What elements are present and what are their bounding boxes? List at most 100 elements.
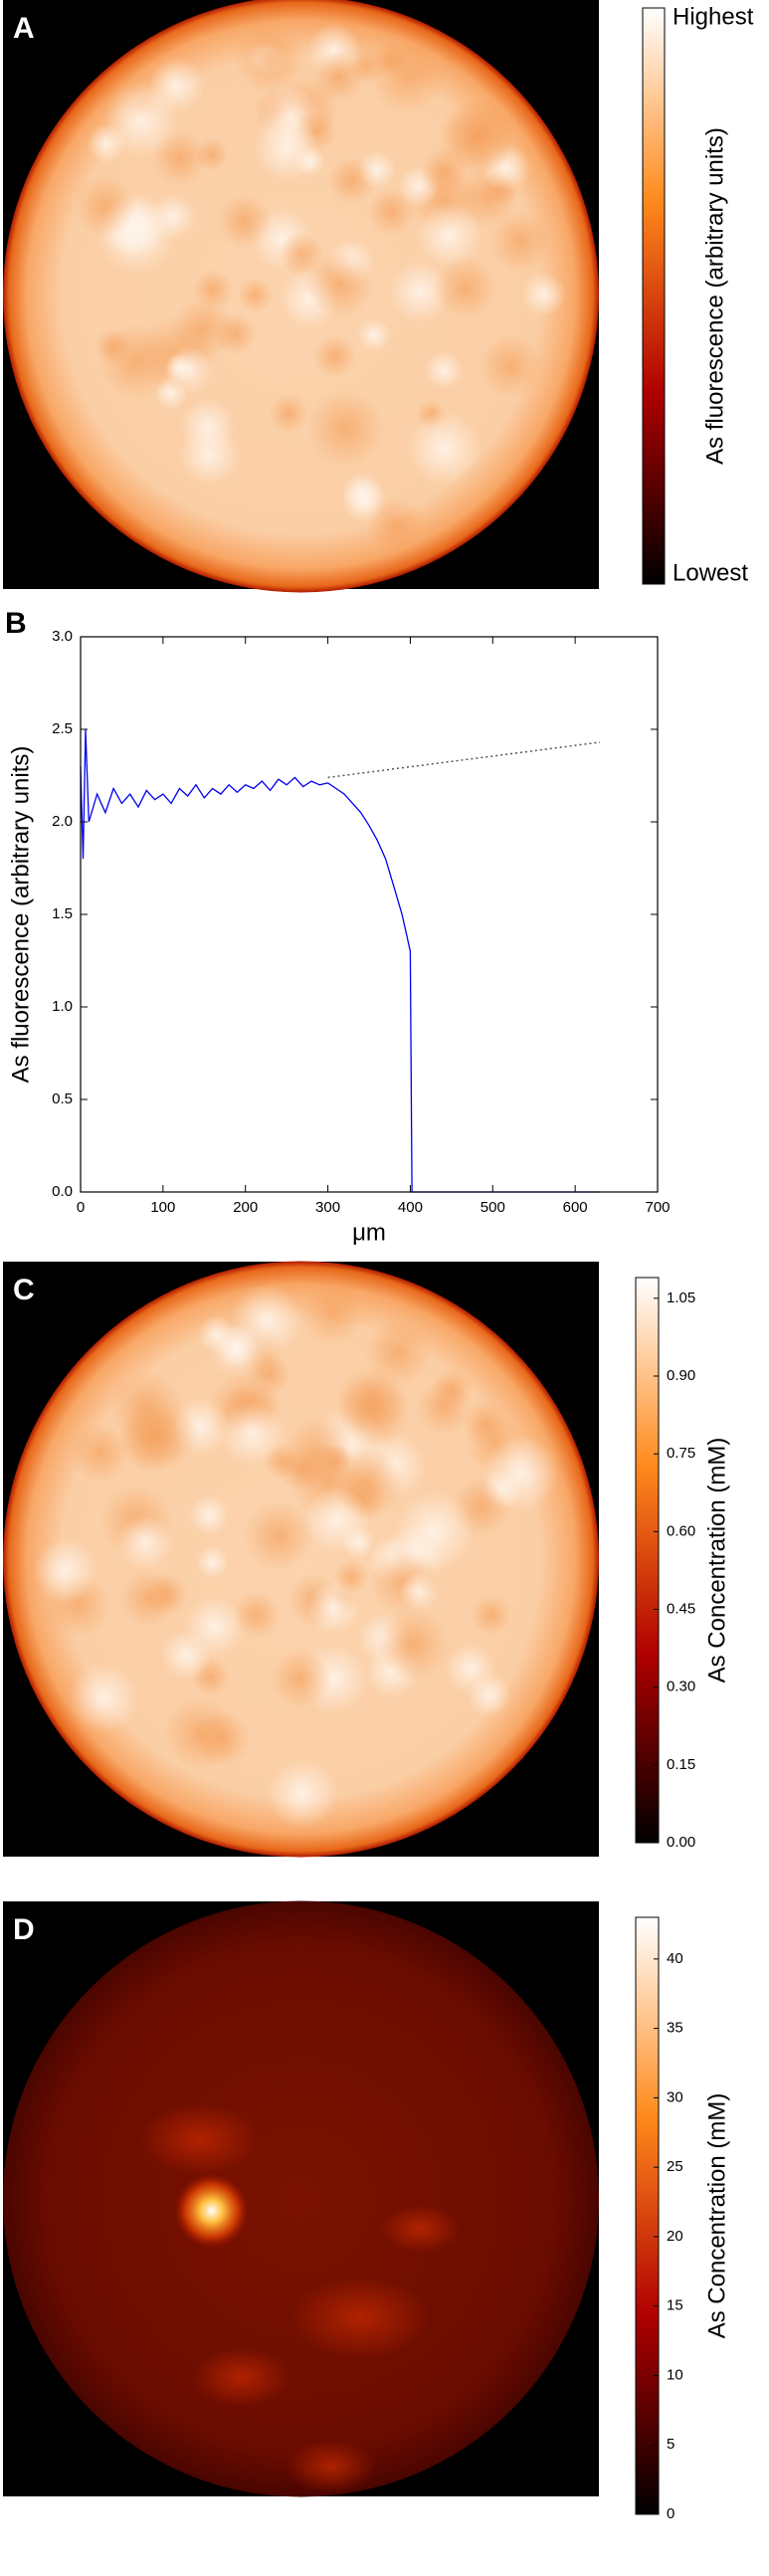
- texture: [69, 1663, 139, 1733]
- texture: [290, 2276, 431, 2360]
- texture: [243, 1500, 314, 1572]
- y-axis-label: As fluorescence (arbitrary units): [7, 746, 34, 1084]
- texture: [286, 2440, 376, 2494]
- texture: [73, 174, 136, 238]
- colorbar-top-label: Highest: [673, 3, 754, 30]
- data-line: [80, 728, 600, 1193]
- sample-disk: [3, 1900, 599, 2497]
- x-tick-label: 600: [563, 1199, 588, 1216]
- panel-label: A: [13, 12, 35, 45]
- texture: [219, 1400, 286, 1466]
- texture: [233, 22, 306, 95]
- colorbar-label: As fluorescence (arbitrary units): [701, 127, 728, 465]
- texture: [33, 1538, 97, 1603]
- texture: [406, 411, 481, 486]
- colorbar-tick-label: 5: [667, 2436, 674, 2453]
- texture: [306, 1580, 361, 1635]
- x-tick-label: 700: [645, 1199, 670, 1216]
- texture: [335, 1365, 406, 1436]
- axes-frame: [80, 636, 659, 1193]
- texture: [356, 317, 391, 352]
- texture: [119, 1570, 177, 1628]
- texture: [189, 1494, 230, 1536]
- texture: [98, 322, 177, 401]
- texture: [194, 137, 229, 172]
- y-tick-label: 0.5: [52, 1090, 73, 1107]
- panel-label: C: [13, 1274, 35, 1306]
- colorbar-tick-label: 10: [667, 2366, 683, 2383]
- texture: [341, 472, 384, 514]
- panel-label: B: [5, 607, 27, 640]
- colorbar-tick-label: 0: [667, 2505, 674, 2522]
- colorbar-tick-label: 0.90: [667, 1367, 695, 1384]
- texture: [312, 50, 365, 102]
- texture: [270, 1648, 331, 1709]
- texture: [370, 42, 409, 80]
- texture: [163, 1696, 237, 1771]
- texture: [312, 334, 357, 379]
- texture: [214, 1323, 260, 1369]
- texture: [216, 193, 272, 249]
- y-tick-label: 2.5: [52, 720, 73, 737]
- texture: [233, 1591, 281, 1639]
- texture: [161, 1630, 212, 1681]
- colorbar-tick-label: 0.45: [667, 1600, 695, 1617]
- texture: [420, 147, 469, 195]
- texture: [249, 1353, 291, 1396]
- x-tick-label: 400: [398, 1199, 423, 1216]
- colorbar-label: As Concentration (mM): [703, 2093, 730, 2339]
- texture: [425, 351, 463, 390]
- texture: [87, 123, 126, 164]
- texture: [432, 1368, 473, 1409]
- colorbar-tick-label: 35: [667, 2020, 683, 2037]
- texture: [108, 1369, 184, 1444]
- y-tick-label: 0.0: [52, 1183, 73, 1200]
- x-tick-label: 500: [481, 1199, 505, 1216]
- y-tick-label: 2.0: [52, 813, 73, 830]
- y-tick-label: 1.0: [52, 998, 73, 1015]
- texture: [462, 1399, 509, 1447]
- texture: [299, 1280, 366, 1346]
- data-line: [327, 741, 601, 779]
- x-tick-label: 300: [315, 1199, 340, 1216]
- x-tick-label: 100: [150, 1199, 175, 1216]
- colorbar-bottom-label: Lowest: [673, 559, 748, 586]
- texture: [192, 269, 233, 310]
- colorbar-tick-label: 40: [667, 1950, 683, 1967]
- colorbar-tick-label: 0.00: [667, 1834, 695, 1851]
- hot-spot: [173, 2172, 250, 2249]
- y-tick-label: 1.5: [52, 905, 73, 922]
- texture: [180, 399, 236, 454]
- texture: [191, 2347, 291, 2408]
- texture: [267, 1758, 338, 1830]
- texture: [471, 1594, 512, 1636]
- colorbar-tick-label: 25: [667, 2158, 683, 2175]
- texture: [196, 1545, 230, 1579]
- colorbar-tick-label: 30: [667, 2088, 683, 2105]
- colorbar: [642, 7, 666, 585]
- texture: [358, 150, 396, 189]
- texture: [521, 272, 567, 317]
- colorbar-tick-label: 0.15: [667, 1756, 695, 1773]
- texture: [284, 1416, 354, 1487]
- texture: [117, 1514, 173, 1570]
- y-tick-label: 3.0: [52, 628, 73, 645]
- panel-label: D: [13, 1913, 35, 1946]
- texture: [434, 256, 497, 320]
- texture: [394, 1491, 475, 1571]
- texture: [376, 1607, 450, 1681]
- texture: [398, 1571, 439, 1612]
- texture: [254, 115, 320, 182]
- colorbar-tick-label: 0.60: [667, 1522, 695, 1539]
- texture: [69, 1421, 130, 1484]
- x-axis-label: μm: [352, 1219, 386, 1246]
- colorbar-tick-label: 20: [667, 2228, 683, 2245]
- texture: [389, 261, 451, 322]
- texture: [479, 333, 544, 399]
- texture: [380, 2204, 461, 2253]
- colorbar-tick-label: 0.75: [667, 1445, 695, 1462]
- colorbar: [635, 1277, 660, 1844]
- texture: [269, 393, 309, 434]
- texture: [139, 2103, 260, 2176]
